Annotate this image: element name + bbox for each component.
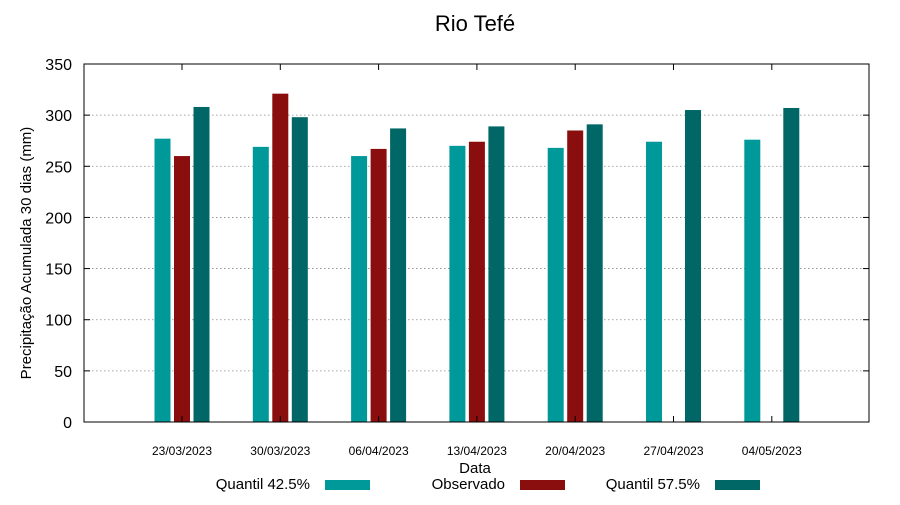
y-axis-ticks: 0 50 100 150 200 250 300 350 [45, 57, 869, 432]
bar-quantil-42-5 [252, 146, 269, 422]
y-tick-label: 250 [45, 159, 72, 176]
bar-quantil-57-5 [291, 117, 308, 422]
x-tick-label: 06/04/2023 [349, 444, 409, 458]
x-axis-ticks: 23/03/2023 30/03/2023 06/04/2023 13/04/2023… [152, 64, 802, 458]
bar-quantil-57-5 [685, 110, 701, 423]
y-tick-label: 50 [54, 364, 72, 381]
y-tick-label: 100 [45, 313, 72, 330]
bar-quantil-42-5 [449, 145, 466, 423]
legend-swatch [520, 480, 565, 490]
legend-item: Quantil 57.5% [606, 476, 760, 493]
bar-series [154, 93, 800, 423]
legend-label: Quantil 42.5% [216, 476, 310, 493]
bar-quantil-57-5 [390, 128, 407, 422]
legend: Quantil 42.5% Observado Quantil 57.5% [216, 476, 760, 493]
legend-swatch [715, 480, 760, 490]
x-axis-label: Data [459, 460, 491, 477]
x-tick-label: 13/04/2023 [447, 444, 507, 458]
bar-quantil-57-5 [193, 106, 210, 423]
y-tick-label: 350 [45, 57, 72, 74]
legend-label: Quantil 57.5% [606, 476, 700, 493]
y-tick-label: 150 [45, 262, 72, 279]
bar-observado [468, 141, 485, 423]
bar-quantil-42-5 [351, 156, 368, 423]
bar-quantil-42-5 [646, 141, 662, 423]
x-tick-label: 30/03/2023 [250, 444, 310, 458]
bar-observado [174, 156, 190, 423]
y-axis-label: Precipitação Acumulada 30 dias (mm) [18, 127, 35, 380]
x-tick-label: 04/05/2023 [742, 444, 802, 458]
bar-observado [272, 93, 289, 423]
bar-observado [567, 130, 584, 422]
legend-item: Quantil 42.5% [216, 476, 370, 493]
legend-swatch [325, 480, 370, 490]
bar-quantil-42-5 [154, 138, 171, 422]
bar-quantil-42-5 [547, 147, 564, 423]
x-tick-label: 23/03/2023 [152, 444, 212, 458]
y-tick-label: 300 [45, 108, 72, 125]
y-tick-label: 200 [45, 210, 72, 227]
bar-quantil-57-5 [488, 126, 505, 422]
bar-observado [370, 148, 387, 422]
bar-quantil-42-5 [744, 139, 761, 423]
x-tick-label: 27/04/2023 [643, 444, 703, 458]
legend-label: Observado [432, 476, 505, 493]
chart-title: Rio Tefé [435, 11, 515, 36]
x-tick-label: 20/04/2023 [545, 444, 605, 458]
y-tick-label: 0 [63, 415, 72, 432]
bar-quantil-57-5 [783, 107, 800, 423]
legend-item: Observado [432, 476, 565, 493]
bar-quantil-57-5 [586, 124, 603, 422]
